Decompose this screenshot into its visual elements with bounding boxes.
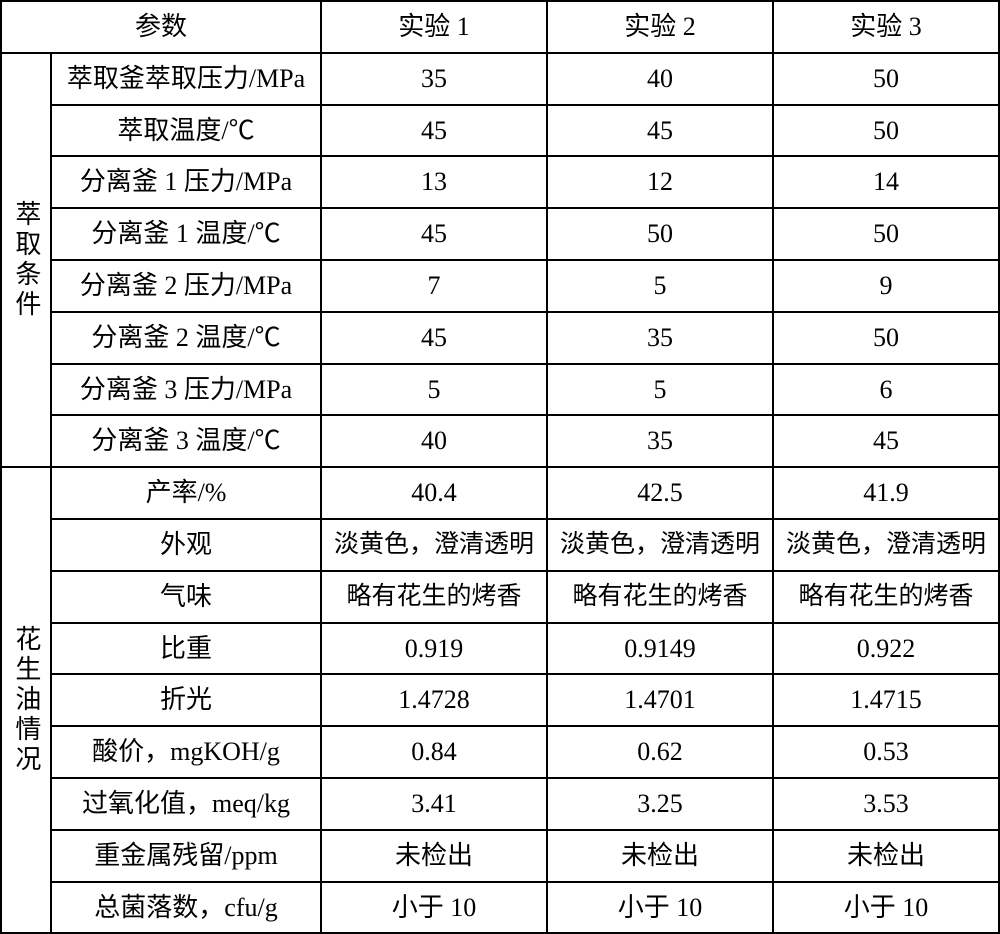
table-row: 萃取条件 萃取釜萃取压力/MPa 35 40 50 [1, 53, 999, 105]
value-cell: 45 [773, 415, 999, 467]
value-cell: 淡黄色，澄清透明 [547, 519, 773, 571]
value-cell: 5 [321, 364, 547, 416]
value-cell: 淡黄色，澄清透明 [321, 519, 547, 571]
param-cell: 重金属残留/ppm [51, 830, 321, 882]
value-cell: 0.9149 [547, 623, 773, 675]
value-cell: 未检出 [773, 830, 999, 882]
table-row: 分离釜 3 压力/MPa 5 5 6 [1, 364, 999, 416]
param-cell: 产率/% [51, 467, 321, 519]
value-cell: 5 [547, 364, 773, 416]
value-cell: 13 [321, 156, 547, 208]
param-cell: 外观 [51, 519, 321, 571]
header-param: 参数 [1, 1, 321, 53]
value-cell: 1.4701 [547, 674, 773, 726]
table-row: 折光 1.4728 1.4701 1.4715 [1, 674, 999, 726]
value-cell: 1.4728 [321, 674, 547, 726]
value-cell: 14 [773, 156, 999, 208]
value-cell: 5 [547, 260, 773, 312]
value-cell: 40 [547, 53, 773, 105]
table-row: 重金属残留/ppm 未检出 未检出 未检出 [1, 830, 999, 882]
experiment-table: 参数 实验 1 实验 2 实验 3 萃取条件 萃取釜萃取压力/MPa 35 40… [0, 0, 1000, 934]
value-cell: 6 [773, 364, 999, 416]
header-exp2: 实验 2 [547, 1, 773, 53]
param-cell: 折光 [51, 674, 321, 726]
param-cell: 比重 [51, 623, 321, 675]
value-cell: 40.4 [321, 467, 547, 519]
value-cell: 50 [773, 312, 999, 364]
param-cell: 酸价，mgKOH/g [51, 726, 321, 778]
table-row: 酸价，mgKOH/g 0.84 0.62 0.53 [1, 726, 999, 778]
param-cell: 萃取釜萃取压力/MPa [51, 53, 321, 105]
value-cell: 3.53 [773, 778, 999, 830]
value-cell: 45 [547, 105, 773, 157]
value-cell: 42.5 [547, 467, 773, 519]
value-cell: 0.922 [773, 623, 999, 675]
table-row: 比重 0.919 0.9149 0.922 [1, 623, 999, 675]
value-cell: 45 [321, 208, 547, 260]
table-row: 萃取温度/℃ 45 45 50 [1, 105, 999, 157]
header-exp1: 实验 1 [321, 1, 547, 53]
value-cell: 3.41 [321, 778, 547, 830]
table-row: 分离釜 3 温度/℃ 40 35 45 [1, 415, 999, 467]
value-cell: 略有花生的烤香 [773, 571, 999, 623]
header-exp3: 实验 3 [773, 1, 999, 53]
section1-title: 萃取条件 [1, 53, 51, 467]
value-cell: 40 [321, 415, 547, 467]
value-cell: 小于 10 [321, 882, 547, 934]
table-row: 分离釜 2 压力/MPa 7 5 9 [1, 260, 999, 312]
section2-title: 花生油情况 [1, 467, 51, 933]
value-cell: 35 [321, 53, 547, 105]
value-cell: 50 [773, 208, 999, 260]
value-cell: 淡黄色，澄清透明 [773, 519, 999, 571]
param-cell: 分离釜 1 温度/℃ [51, 208, 321, 260]
value-cell: 35 [547, 415, 773, 467]
value-cell: 50 [773, 53, 999, 105]
table-row: 分离釜 1 温度/℃ 45 50 50 [1, 208, 999, 260]
value-cell: 35 [547, 312, 773, 364]
value-cell: 12 [547, 156, 773, 208]
table-row: 过氧化值，meq/kg 3.41 3.25 3.53 [1, 778, 999, 830]
value-cell: 0.84 [321, 726, 547, 778]
param-cell: 总菌落数，cfu/g [51, 882, 321, 934]
param-cell: 分离釜 2 温度/℃ [51, 312, 321, 364]
value-cell: 50 [547, 208, 773, 260]
value-cell: 9 [773, 260, 999, 312]
value-cell: 3.25 [547, 778, 773, 830]
value-cell: 41.9 [773, 467, 999, 519]
param-cell: 气味 [51, 571, 321, 623]
table-row: 花生油情况 产率/% 40.4 42.5 41.9 [1, 467, 999, 519]
value-cell: 未检出 [547, 830, 773, 882]
value-cell: 略有花生的烤香 [547, 571, 773, 623]
value-cell: 7 [321, 260, 547, 312]
param-cell: 分离釜 2 压力/MPa [51, 260, 321, 312]
value-cell: 45 [321, 105, 547, 157]
value-cell: 未检出 [321, 830, 547, 882]
value-cell: 0.919 [321, 623, 547, 675]
table-row: 分离釜 1 压力/MPa 13 12 14 [1, 156, 999, 208]
table-row: 气味 略有花生的烤香 略有花生的烤香 略有花生的烤香 [1, 571, 999, 623]
value-cell: 小于 10 [547, 882, 773, 934]
value-cell: 50 [773, 105, 999, 157]
value-cell: 小于 10 [773, 882, 999, 934]
value-cell: 略有花生的烤香 [321, 571, 547, 623]
value-cell: 45 [321, 312, 547, 364]
header-row: 参数 实验 1 实验 2 实验 3 [1, 1, 999, 53]
param-cell: 分离釜 3 压力/MPa [51, 364, 321, 416]
table-row: 总菌落数，cfu/g 小于 10 小于 10 小于 10 [1, 882, 999, 934]
value-cell: 0.53 [773, 726, 999, 778]
table-row: 外观 淡黄色，澄清透明 淡黄色，澄清透明 淡黄色，澄清透明 [1, 519, 999, 571]
param-cell: 萃取温度/℃ [51, 105, 321, 157]
value-cell: 1.4715 [773, 674, 999, 726]
table-row: 分离釜 2 温度/℃ 45 35 50 [1, 312, 999, 364]
param-cell: 过氧化值，meq/kg [51, 778, 321, 830]
value-cell: 0.62 [547, 726, 773, 778]
param-cell: 分离釜 1 压力/MPa [51, 156, 321, 208]
param-cell: 分离釜 3 温度/℃ [51, 415, 321, 467]
